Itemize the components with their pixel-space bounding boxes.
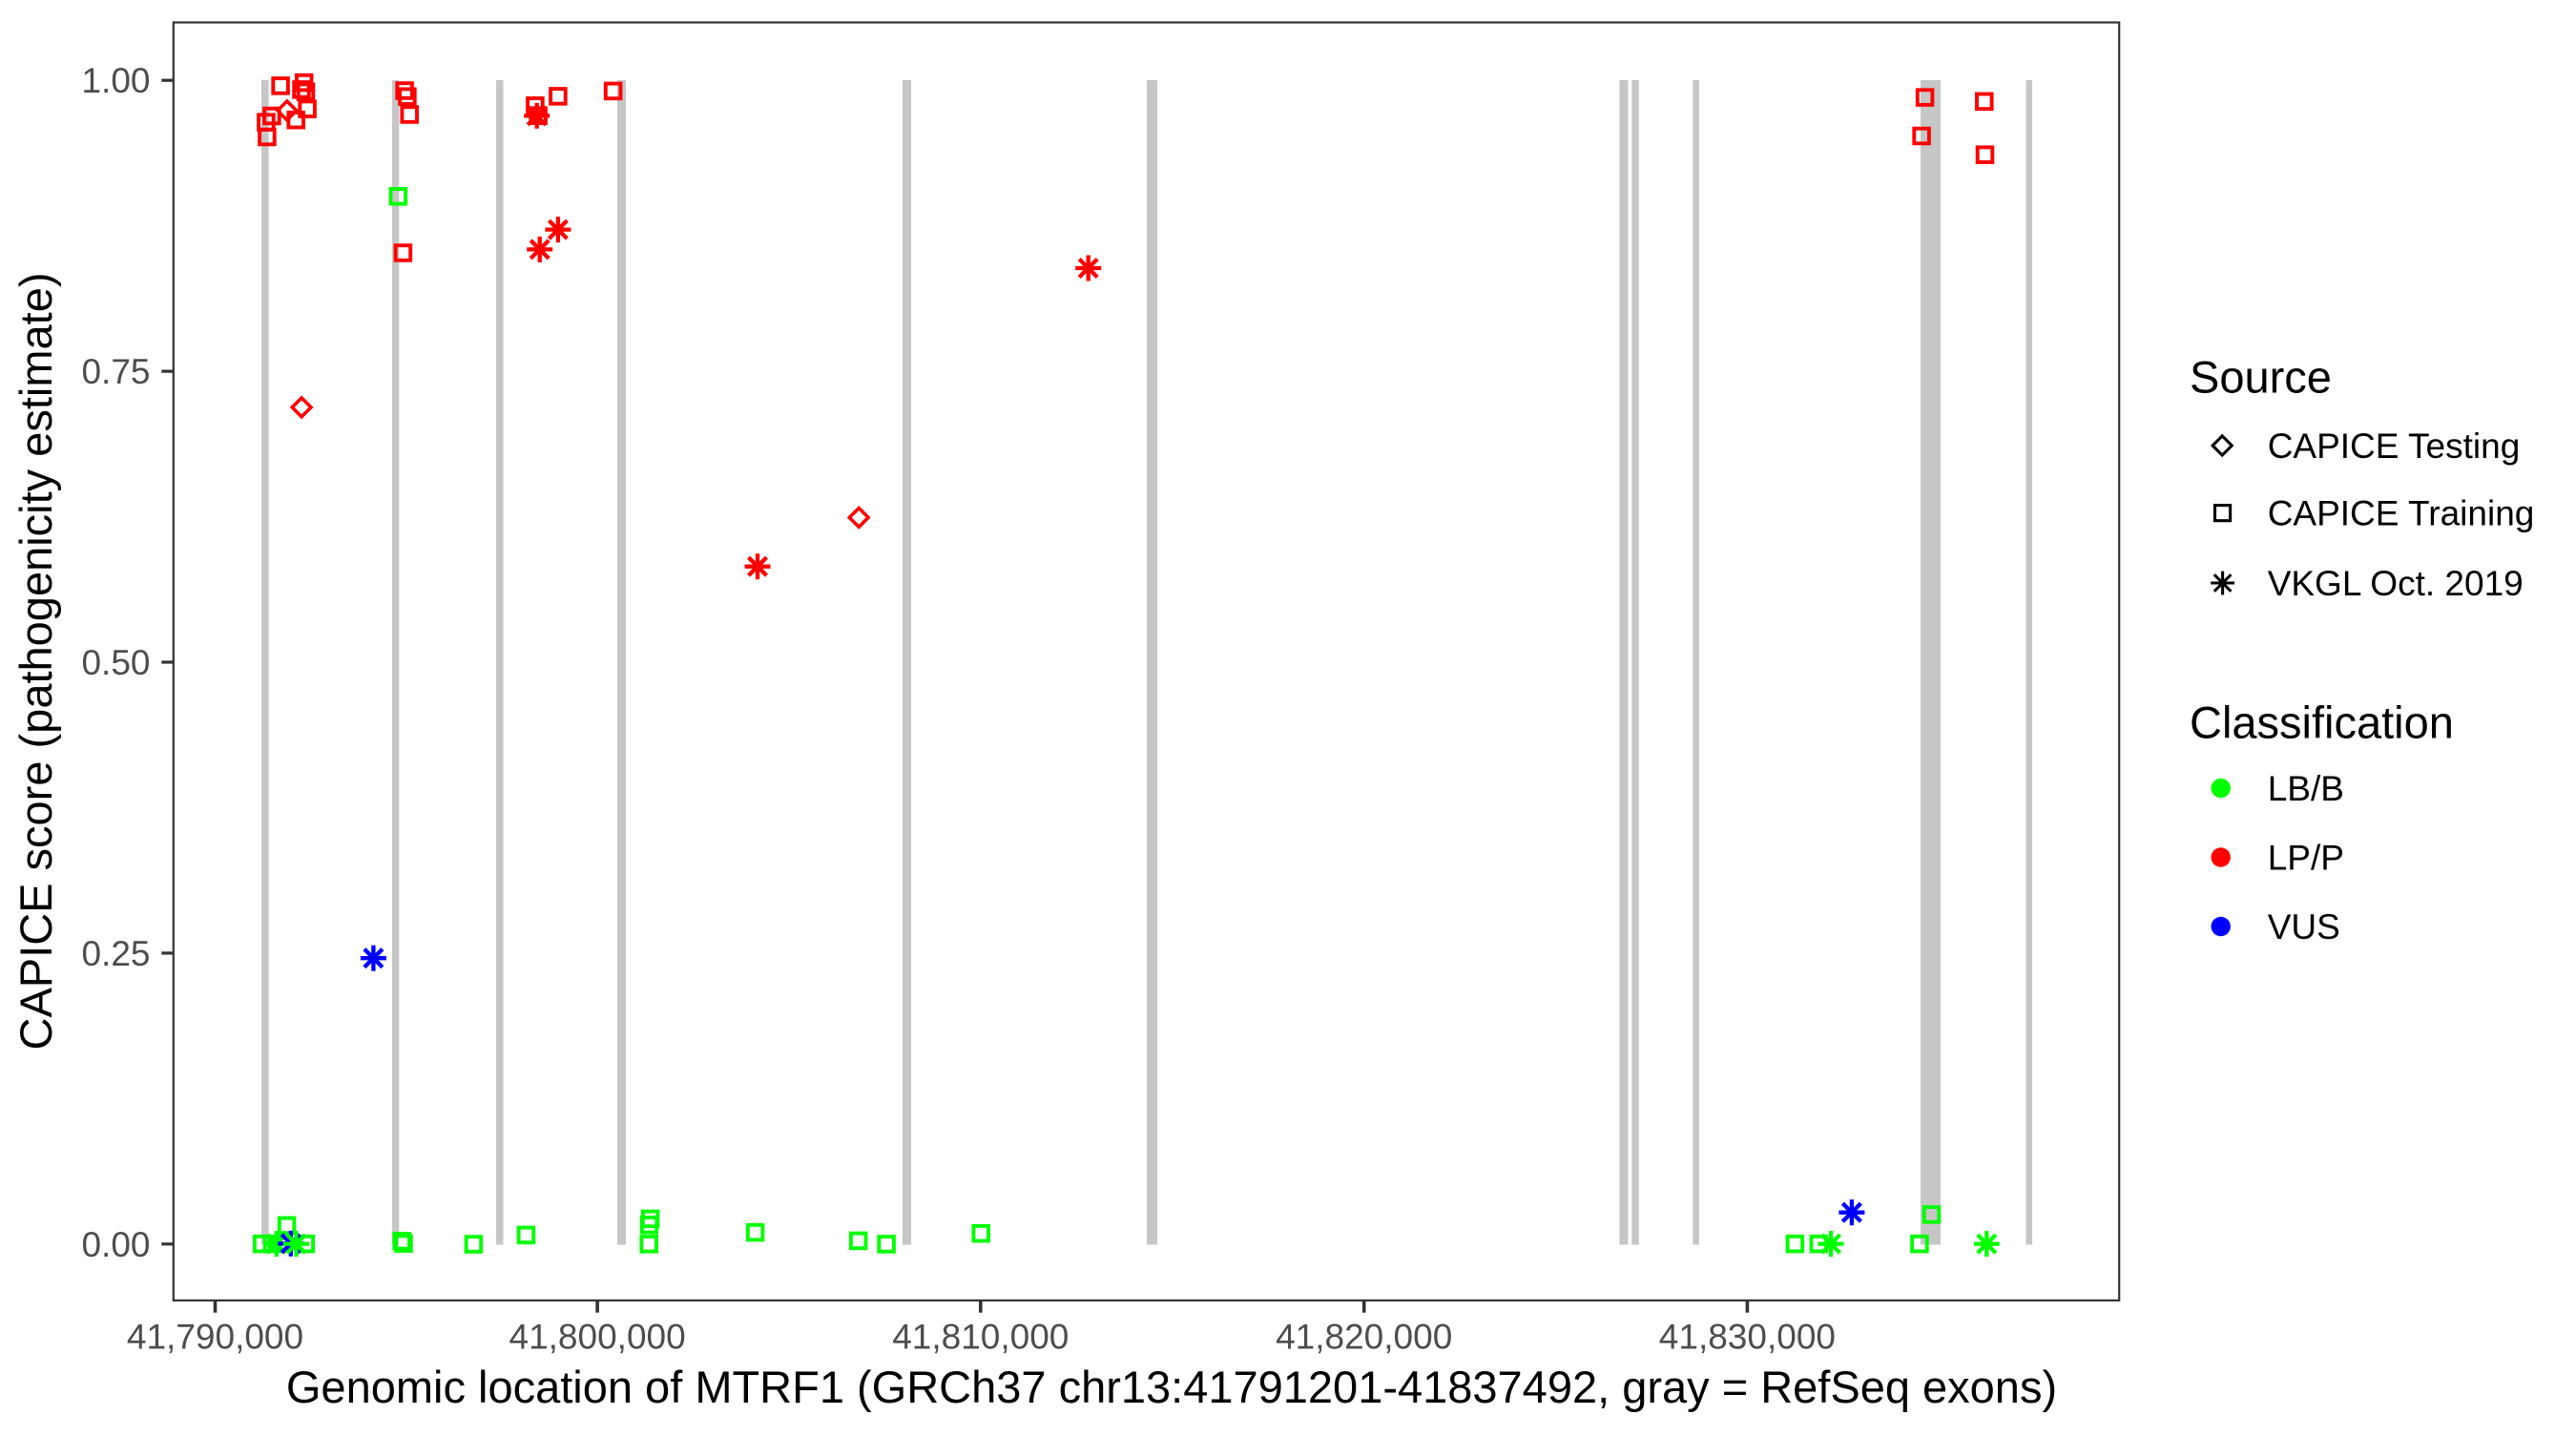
svg-text:LB/B: LB/B — [2268, 769, 2344, 808]
svg-text:41,820,000: 41,820,000 — [1276, 1318, 1452, 1357]
svg-text:0.25: 0.25 — [81, 934, 150, 973]
svg-text:CAPICE Training: CAPICE Training — [2268, 494, 2535, 533]
svg-text:CAPICE score (pathogenicity es: CAPICE score (pathogenicity estimate) — [10, 273, 61, 1051]
svg-text:Genomic location of MTRF1 (GRC: Genomic location of MTRF1 (GRCh37 chr13:… — [286, 1362, 2057, 1412]
svg-text:1.00: 1.00 — [81, 61, 150, 100]
svg-text:CAPICE Testing: CAPICE Testing — [2268, 427, 2521, 466]
svg-text:0.00: 0.00 — [81, 1225, 150, 1264]
svg-text:0.75: 0.75 — [81, 352, 150, 391]
svg-text:VUS: VUS — [2268, 907, 2340, 947]
svg-text:41,830,000: 41,830,000 — [1659, 1318, 1836, 1357]
svg-text:41,790,000: 41,790,000 — [127, 1318, 303, 1357]
svg-text:Source: Source — [2190, 352, 2332, 403]
svg-text:41,800,000: 41,800,000 — [509, 1318, 686, 1357]
svg-text:Classification: Classification — [2190, 697, 2454, 748]
svg-text:LP/P: LP/P — [2268, 839, 2344, 878]
svg-text:VKGL Oct. 2019: VKGL Oct. 2019 — [2268, 564, 2524, 603]
svg-text:0.50: 0.50 — [81, 643, 150, 682]
svg-text:41,810,000: 41,810,000 — [892, 1318, 1069, 1357]
